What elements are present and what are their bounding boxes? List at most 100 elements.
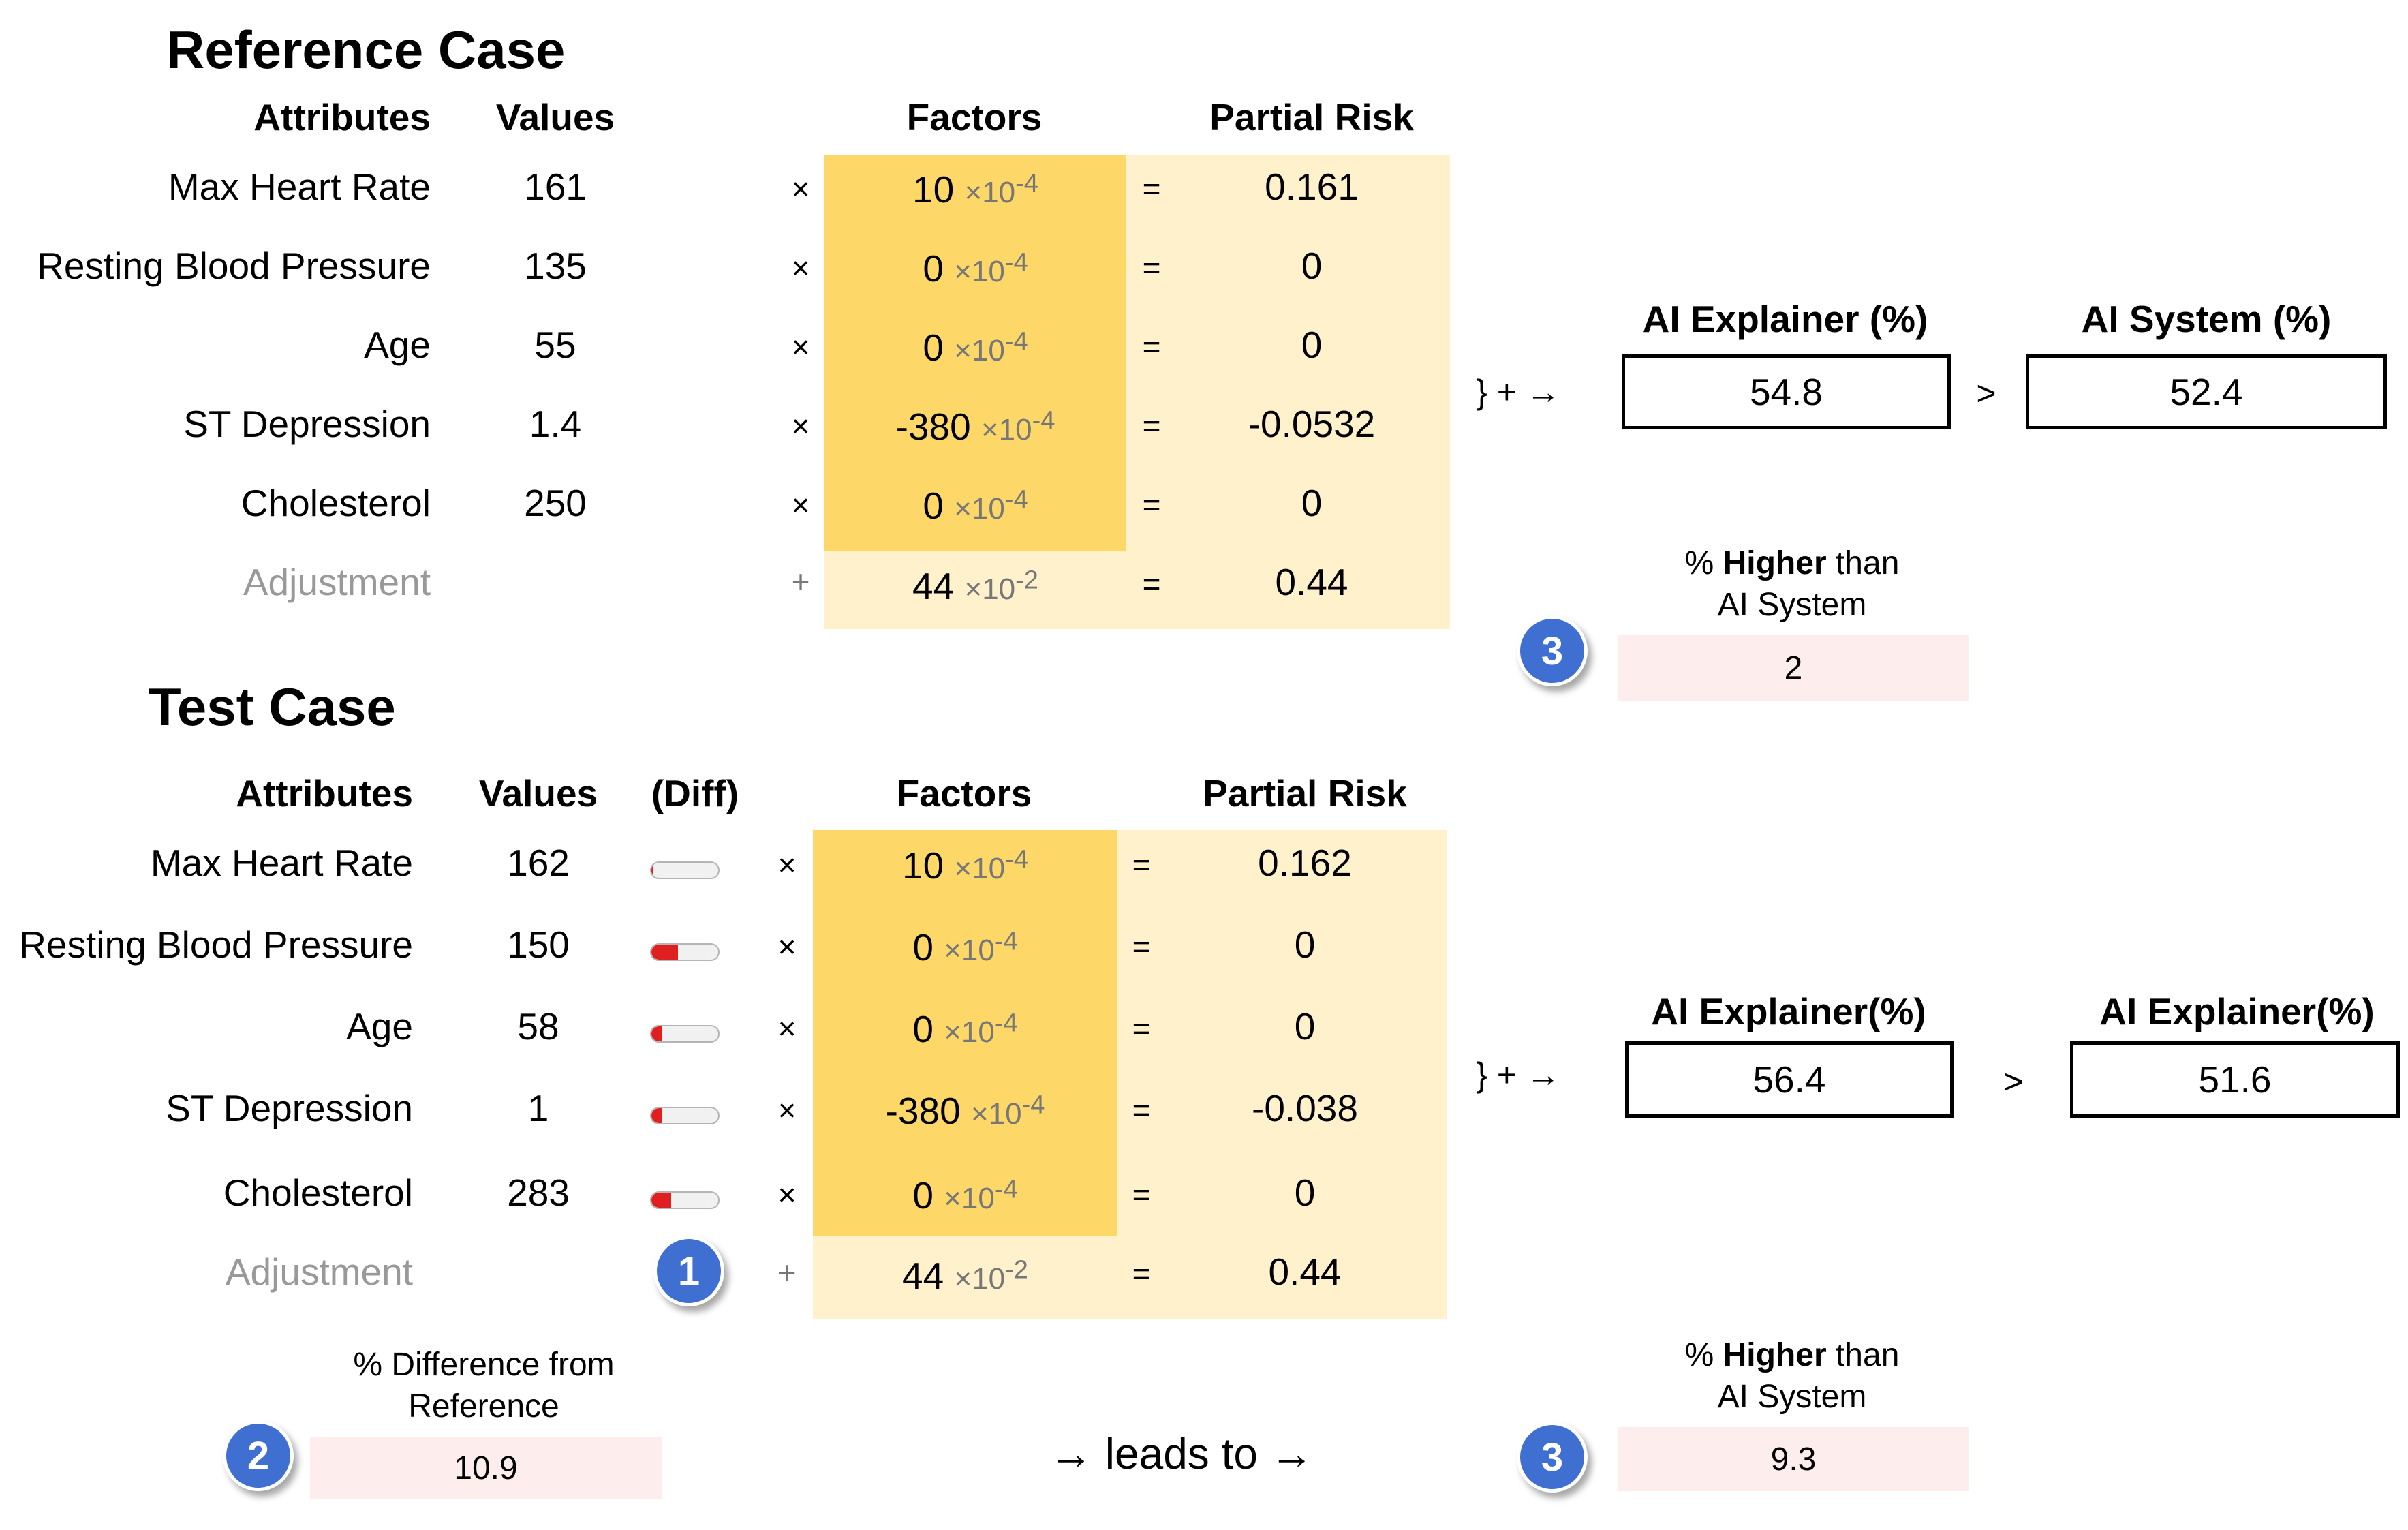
factor-base: ×10 [981, 413, 1032, 446]
test-system-label: AI Explainer(%) [2099, 990, 2375, 1032]
test-header-factors: Factors [896, 772, 1032, 814]
test-attr-value: 1 [527, 1087, 549, 1129]
test-adjustment-partial: 0.44 [1268, 1251, 1342, 1293]
ref-factor: 10 ×10-4 [824, 168, 1126, 211]
test-attr-label: Age [346, 1005, 413, 1047]
ref-factor: -380 ×10-4 [824, 405, 1126, 448]
factor-mantissa: 10 [902, 844, 944, 887]
test-factor: -380 ×10-4 [813, 1089, 1117, 1133]
plus-symbol: + [791, 564, 810, 599]
factor-mantissa: 44 [912, 565, 955, 607]
ref-partial-risk: 0 [1301, 482, 1323, 524]
test-partial-risk: 0 [1294, 923, 1316, 966]
diff-slider-fill [651, 1026, 662, 1041]
test-system-value: 51.6 [2070, 1041, 2400, 1118]
test-attr-label: Resting Blood Pressure [19, 923, 413, 966]
factor-exponent: ×10-4 [954, 248, 1028, 288]
diff-slider [650, 1191, 720, 1209]
ref-higher-label: % Higher than AI System [1684, 545, 1900, 623]
factor-exponent: ×10-4 [971, 1090, 1045, 1131]
diff-slider-fill [651, 863, 653, 878]
test-attr-value: 283 [507, 1172, 570, 1214]
ref-higher-value: 2 [1618, 635, 1969, 701]
ref-attr-value: 250 [524, 482, 587, 524]
test-attr-value: 58 [517, 1005, 559, 1047]
test-header-attributes: Attributes [236, 772, 413, 814]
test-higher-value: 9.3 [1618, 1427, 1969, 1491]
test-adjustment-factor-background [813, 1236, 1117, 1319]
factor-mantissa: 0 [923, 247, 944, 290]
multiply-symbol: × [791, 408, 810, 444]
factor-power: -4 [1021, 1090, 1045, 1120]
ref-attr-label: Resting Blood Pressure [37, 245, 431, 287]
ref-partial-background [1126, 155, 1450, 629]
equals-symbol: = [1142, 408, 1161, 444]
factor-power: -4 [1004, 327, 1028, 356]
test-adjustment-factor: 44 ×10-2 [813, 1254, 1117, 1298]
ref-factor: 0 ×10-4 [824, 326, 1126, 369]
ref-sum-arrow: } + → [1476, 373, 1560, 411]
multiply-symbol: × [791, 171, 810, 206]
diff-slider [650, 1107, 720, 1124]
ref-explainer-value: 54.8 [1622, 354, 1951, 429]
factor-exponent: ×10-4 [954, 327, 1028, 367]
factor-power: -4 [994, 1009, 1018, 1038]
test-factor: 0 ×10-4 [813, 925, 1117, 969]
factor-exponent: ×10-4 [944, 927, 1017, 967]
factor-exponent: ×10-4 [954, 485, 1028, 525]
multiply-symbol: × [777, 1177, 797, 1212]
ref-partial-risk: 0 [1301, 245, 1323, 287]
test-header-values: Values [478, 772, 598, 814]
ref-adjustment-label: Adjustment [243, 561, 431, 603]
ref-header-attributes: Attributes [253, 96, 431, 138]
test-header-partial-risk: Partial Risk [1203, 772, 1407, 814]
test-explainer-value: 56.4 [1625, 1041, 1954, 1118]
ref-attr-label: Age [364, 324, 431, 366]
factor-exponent: ×10-2 [964, 566, 1038, 606]
test-partial-risk: -0.038 [1252, 1087, 1358, 1129]
test-partial-risk: 0 [1294, 1172, 1316, 1214]
factor-power: -4 [1004, 485, 1028, 515]
equals-symbol: = [1142, 171, 1161, 206]
step-2-badge: 2 [223, 1420, 294, 1491]
factor-exponent: ×10-2 [955, 1255, 1028, 1296]
ref-header-values: Values [495, 96, 615, 138]
test-factor: 10 ×10-4 [813, 844, 1117, 887]
ref-attr-label: Max Heart Rate [168, 166, 431, 208]
pct-diff-value: 10.9 [310, 1437, 662, 1499]
equals-symbol: = [1132, 847, 1151, 883]
factor-power: -4 [1015, 169, 1038, 198]
factor-power: -4 [994, 1175, 1018, 1204]
factor-mantissa: 0 [923, 485, 944, 527]
plus-symbol: + [777, 1255, 797, 1290]
ref-attr-label: ST Depression [183, 403, 431, 445]
ref-system-label: AI System (%) [2081, 298, 2332, 340]
factor-mantissa: 44 [902, 1255, 944, 1297]
test-attr-value: 162 [507, 842, 570, 884]
test-explainer-label: AI Explainer(%) [1651, 990, 1926, 1032]
factor-mantissa: -380 [885, 1090, 961, 1132]
test-attr-label: Max Heart Rate [150, 842, 413, 884]
pct-diff-label: % Difference from Reference [353, 1347, 615, 1424]
factor-mantissa: 0 [912, 926, 933, 968]
multiply-symbol: × [777, 929, 797, 964]
ref-compare-symbol: > [1976, 374, 1996, 412]
factor-mantissa: 0 [912, 1174, 933, 1217]
equals-symbol: = [1142, 250, 1161, 286]
ref-partial-risk: 0 [1301, 324, 1323, 366]
test-attr-label: ST Depression [166, 1087, 413, 1129]
diff-slider [650, 861, 720, 879]
multiply-symbol: × [791, 487, 810, 523]
ref-attr-value: 55 [534, 324, 576, 366]
factor-power: -4 [1004, 248, 1028, 277]
ref-adjustment-factor-background [824, 551, 1126, 629]
step-1-badge: 1 [653, 1236, 724, 1306]
factor-base: ×10 [964, 176, 1016, 209]
multiply-symbol: × [791, 250, 810, 286]
leads-to-arrow: → leads to → [1049, 1429, 1314, 1478]
factor-base: ×10 [954, 334, 1005, 367]
factor-base: ×10 [964, 572, 1016, 606]
factor-exponent: ×10-4 [981, 406, 1055, 446]
ref-factors-background [824, 155, 1126, 551]
test-factors-background [813, 830, 1117, 1236]
